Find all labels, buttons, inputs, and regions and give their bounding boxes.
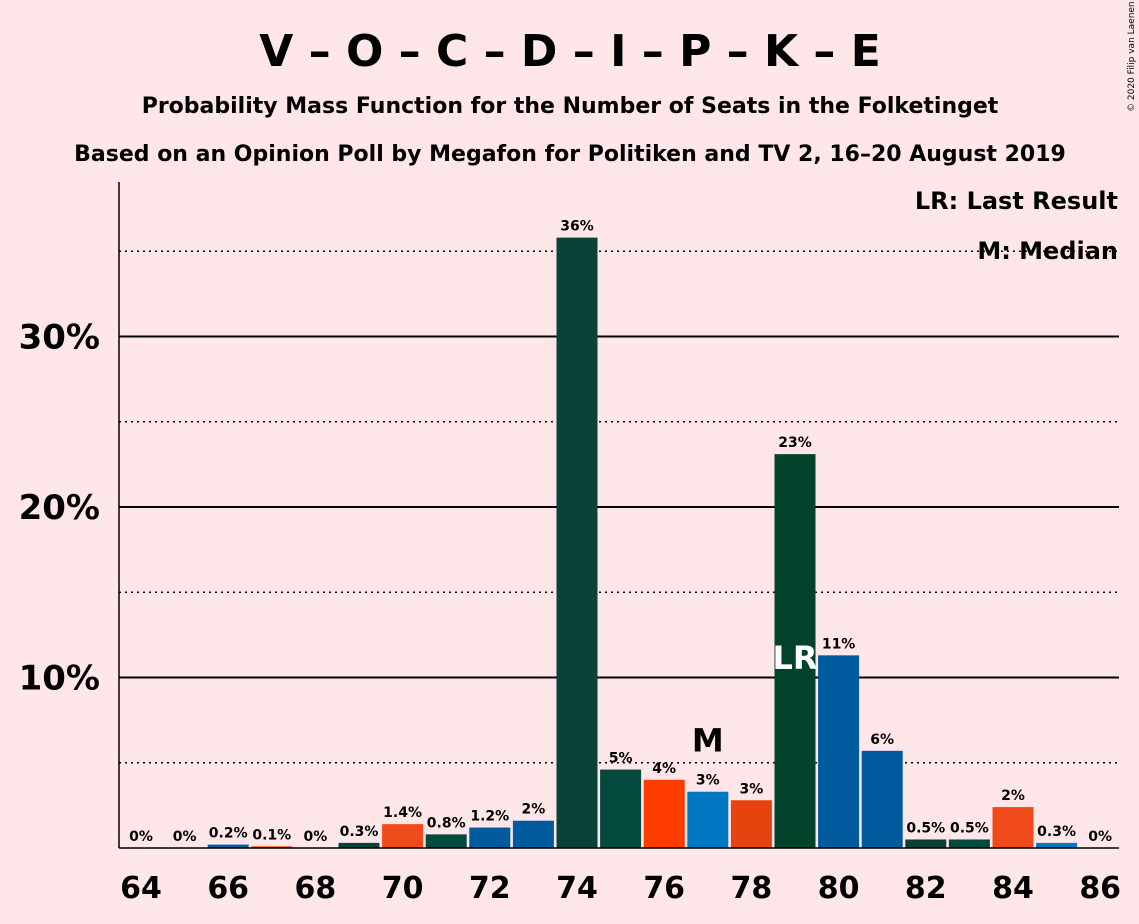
legend-median: M: Median (977, 237, 1118, 265)
markers: M LR (692, 639, 818, 760)
gridlines (119, 250, 1119, 764)
data-label: 0.2% (209, 826, 248, 842)
x-tick-label: 78 (731, 871, 773, 906)
data-label: 0.1% (252, 827, 291, 843)
bar (1036, 842, 1078, 848)
data-labels: 0% 0% 0.2% 0.1% 0% 0.3%1.4%0.8% 1.2% 2%36%5%4%3… (129, 219, 1112, 845)
data-label: 2% (522, 802, 546, 818)
bar (338, 842, 380, 848)
data-label: 0.5% (950, 820, 989, 836)
y-tick-label: 30% (19, 318, 100, 358)
bar (861, 750, 903, 848)
last-result-marker: LR (772, 639, 817, 677)
x-tick-label: 84 (992, 871, 1034, 906)
data-label: 2% (1001, 788, 1025, 804)
bars (207, 237, 1078, 849)
bar (905, 839, 947, 848)
y-axis-ticks: 10% 20% 30% (19, 318, 100, 699)
data-label: 3% (740, 781, 764, 797)
bar (382, 824, 424, 848)
bar (643, 779, 685, 848)
y-tick-label: 20% (19, 488, 100, 528)
bar (730, 800, 772, 848)
data-label: 0.5% (906, 820, 945, 836)
bar (251, 846, 293, 848)
bar (600, 769, 642, 848)
y-tick-label: 10% (19, 659, 100, 699)
data-label: 4% (652, 761, 676, 777)
x-axis-ticks: 64 66 68 70 72 74 76 78 80 82 84 86 (120, 871, 1121, 906)
x-tick-label: 64 (120, 871, 162, 906)
copyright: © 2020 Filip van Laenen (1127, 1, 1137, 112)
bar (948, 839, 990, 848)
data-label: 23% (778, 435, 812, 451)
data-label: 0% (1088, 829, 1112, 845)
legend-last-result: LR: Last Result (915, 187, 1118, 215)
chart-subtitle-poll: Based on an Opinion Poll by Megafon for … (74, 142, 1066, 167)
data-label: 11% (822, 636, 856, 652)
x-tick-label: 82 (905, 871, 947, 906)
data-label: 0% (173, 829, 197, 845)
bar (207, 844, 249, 848)
median-marker: M (692, 722, 724, 760)
bar (774, 454, 816, 848)
x-tick-label: 68 (295, 871, 337, 906)
bar (512, 820, 554, 848)
bar (425, 834, 467, 848)
data-label: 5% (609, 751, 633, 767)
data-label: 0.3% (340, 824, 379, 840)
data-label: 0% (129, 829, 153, 845)
chart-subtitle: Probability Mass Function for the Number… (142, 94, 999, 119)
chart-title: V – O – C – D – I – P – K – E (259, 26, 881, 77)
data-label: 6% (870, 732, 894, 748)
x-tick-label: 70 (382, 871, 424, 906)
x-tick-label: 66 (207, 871, 249, 906)
bar (687, 791, 729, 848)
data-label: 0.8% (427, 815, 466, 831)
data-label: 0% (304, 829, 328, 845)
data-label: 36% (560, 219, 594, 235)
data-label: 1.2% (470, 809, 509, 825)
bar (556, 237, 598, 849)
x-tick-label: 80 (818, 871, 860, 906)
x-tick-label: 86 (1079, 871, 1121, 906)
bar (818, 655, 860, 848)
data-label: 3% (696, 773, 720, 789)
data-label: 1.4% (383, 805, 422, 821)
data-label: 0.3% (1037, 824, 1076, 840)
x-tick-label: 72 (469, 871, 511, 906)
x-tick-label: 74 (556, 871, 598, 906)
x-tick-label: 76 (643, 871, 685, 906)
bar (469, 827, 511, 848)
bar (992, 807, 1034, 848)
